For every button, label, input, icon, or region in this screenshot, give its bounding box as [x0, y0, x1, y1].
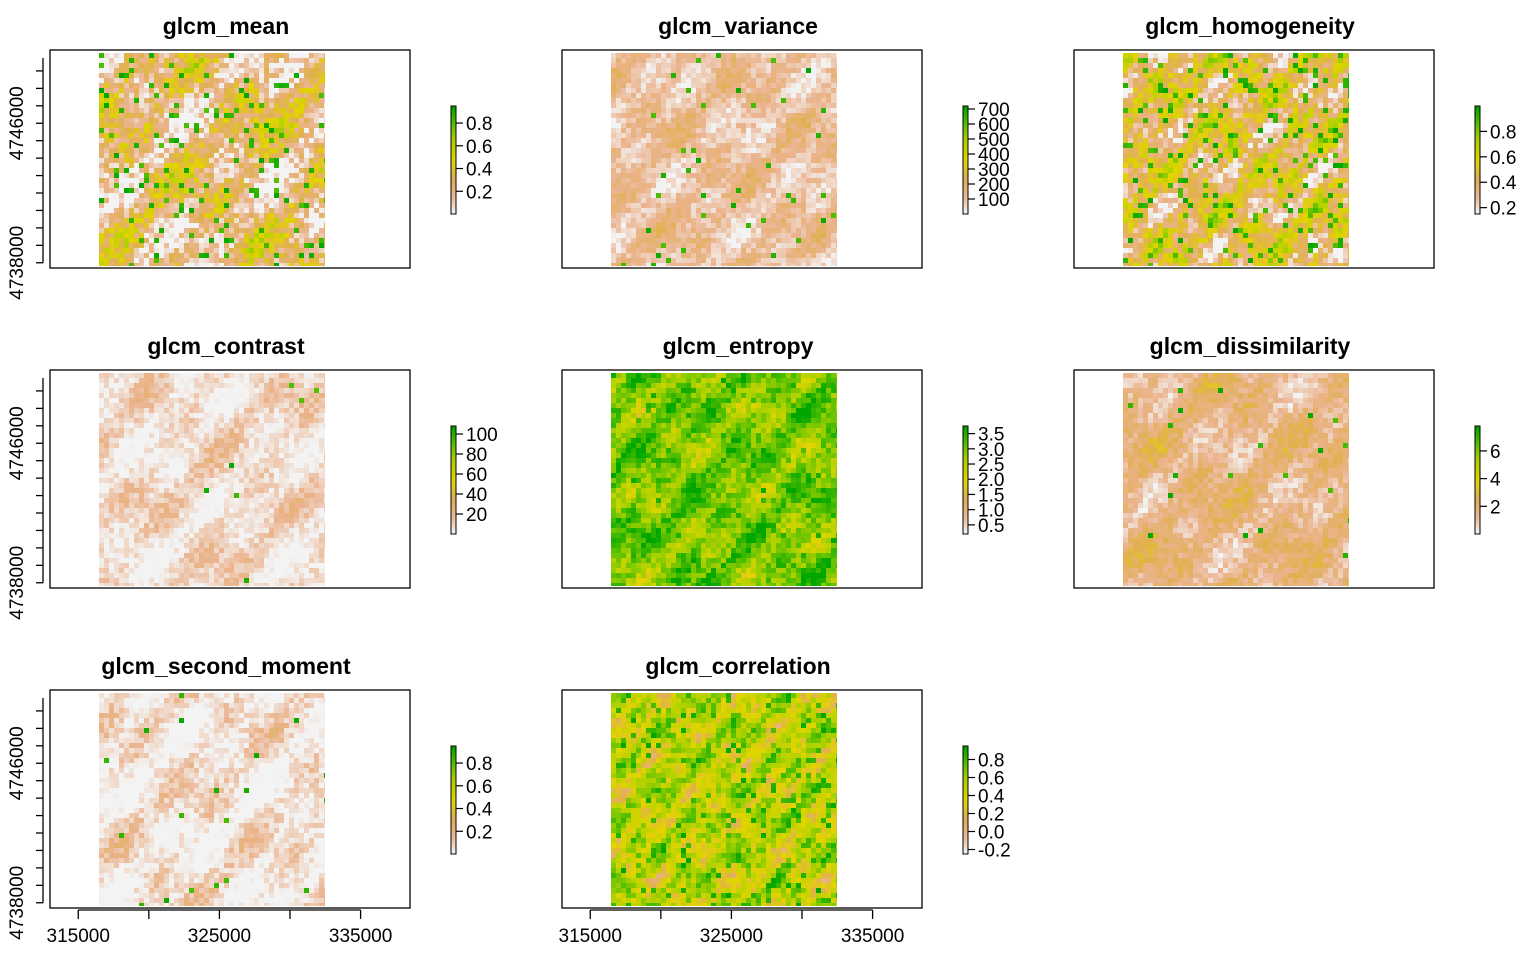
panel-glcm-second-moment: glcm_second_moment 315000 325000 335000 4738… — [7, 653, 493, 947]
legend-label: 0.6 — [978, 769, 1004, 790]
raster-image — [611, 373, 837, 586]
raster-image — [99, 53, 325, 266]
legend-label: 20 — [466, 505, 487, 526]
x-tick-label: 335000 — [329, 926, 392, 947]
legend-label: 2 — [1490, 497, 1501, 518]
legend-label: 700 — [978, 100, 1010, 121]
legend-label: 0.2 — [978, 805, 1004, 826]
legend-colorbar: -0.20.00.20.40.60.8 — [963, 746, 1011, 862]
raster-image — [611, 693, 837, 906]
panel-glcm-homogeneity: glcm_homogeneity 0.2 0.4 0.6 0.8 — [1074, 13, 1517, 268]
panel-title: glcm_homogeneity — [1145, 13, 1355, 39]
raster-image — [99, 373, 325, 586]
legend-label: 0.8 — [1490, 122, 1516, 143]
legend-colorbar: 2 4 6 — [1475, 426, 1501, 535]
raster-image — [1123, 373, 1349, 586]
legend-label: 6 — [1490, 442, 1501, 463]
x-axis: 315000 325000 335000 — [559, 910, 905, 947]
panel-glcm-entropy: glcm_entropy 0.51.01.52.02.53.03.5 — [562, 333, 1004, 588]
legend-label: -0.2 — [978, 841, 1011, 862]
panel-title: glcm_mean — [163, 13, 290, 39]
legend-label: 80 — [466, 445, 487, 466]
y-tick-label: 4738000 — [7, 546, 28, 620]
legend-label: 0.0 — [978, 823, 1004, 844]
x-tick-label: 325000 — [188, 926, 251, 947]
raster-image — [611, 53, 837, 266]
legend-label: 0.4 — [978, 787, 1005, 808]
legend-colorbar: 0.2 0.4 0.6 0.8 — [1475, 106, 1517, 220]
x-axis: 315000 325000 335000 — [47, 910, 393, 947]
y-tick-label: 4738000 — [7, 226, 28, 300]
panel-title: glcm_variance — [658, 13, 818, 39]
legend-label: 100 — [466, 425, 498, 446]
legend-label: 3.5 — [978, 425, 1004, 446]
legend-label: 0.4 — [466, 160, 493, 181]
legend-label: 4 — [1490, 470, 1501, 491]
panel-glcm-dissimilarity: glcm_dissimilarity 2 4 6 — [1074, 333, 1501, 588]
y-axis: 4738000 4746000 — [7, 378, 43, 620]
legend-label: 60 — [466, 465, 487, 486]
legend-label: 0.2 — [466, 822, 492, 843]
legend-label: 0.8 — [466, 114, 492, 135]
legend-label: 0.8 — [466, 754, 492, 775]
panel-title: glcm_correlation — [645, 653, 830, 679]
y-tick-label: 4746000 — [7, 86, 28, 160]
legend-label: 0.4 — [1490, 173, 1517, 194]
panel-title: glcm_contrast — [147, 333, 305, 359]
legend-label: 0.2 — [466, 182, 492, 203]
y-axis: 4738000 4746000 — [7, 698, 43, 940]
legend-label: 0.6 — [466, 137, 492, 158]
x-tick-label: 335000 — [841, 926, 904, 947]
legend-colorbar: 0.20.40.60.8 — [451, 106, 493, 215]
legend-label: 40 — [466, 485, 487, 506]
raster-image — [1123, 53, 1349, 266]
panel-title: glcm_dissimilarity — [1150, 333, 1351, 359]
x-tick-label: 315000 — [47, 926, 110, 947]
raster-image — [99, 693, 325, 906]
y-tick-label: 4746000 — [7, 406, 28, 480]
x-tick-label: 315000 — [559, 926, 622, 947]
legend-label: 0.4 — [466, 800, 493, 821]
x-tick-label: 325000 — [700, 926, 763, 947]
legend-label: 0.8 — [978, 751, 1004, 772]
legend-colorbar: 0.51.01.52.02.53.03.5 — [963, 425, 1004, 537]
legend-colorbar: 0.20.40.60.8 — [451, 746, 493, 855]
legend-label: 0.2 — [1490, 199, 1516, 220]
legend-label: 0.6 — [466, 777, 492, 798]
panel-glcm-mean: glcm_mean 4738000 4746000 0.20.40.60.8 — [7, 13, 493, 300]
y-tick-label: 4746000 — [7, 726, 28, 800]
y-tick-label: 4738000 — [7, 866, 28, 940]
y-axis: 4738000 4746000 — [7, 58, 43, 300]
legend-label: 0.6 — [1490, 148, 1516, 169]
panel-title: glcm_second_moment — [101, 653, 351, 679]
panel-title: glcm_entropy — [663, 333, 814, 359]
